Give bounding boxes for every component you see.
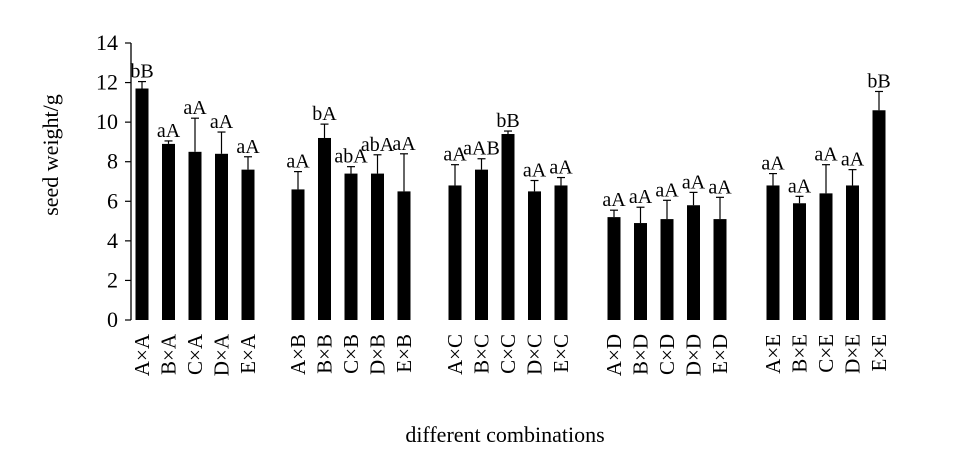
bar [660,219,674,320]
x-tick-label: B×B [313,334,337,374]
x-tick-label: B×C [470,334,494,374]
x-tick-label: C×D [655,334,679,375]
x-tick-label: C×B [339,334,363,374]
significance-label: bB [496,110,519,132]
significance-label: aA [655,179,679,201]
x-tick-label: D×C [523,334,547,375]
y-tick-label: 0 [107,307,118,332]
bar [634,223,647,320]
bar [554,185,568,320]
x-tick-label: D×D [682,334,706,376]
significance-label: aA [841,149,865,171]
x-tick-label: A×E [761,334,785,374]
significance-label: aA [443,144,467,166]
significance-label: bB [130,61,153,83]
x-axis: A×A B×A C×A D×A E×A A×B B×B C×B D×B E×B A×C B×C C×C D… [130,333,891,376]
significance-label: aA [236,136,260,158]
y-tick-label: 12 [96,70,118,95]
x-tick-label: C×A [183,333,207,375]
significance-label: bA [312,103,337,125]
significance-label: aA [682,171,706,193]
x-tick-label: E×E [867,334,891,372]
x-tick-label: D×A [210,333,234,376]
bar [241,169,255,320]
x-tick-label: C×E [814,334,838,373]
bar [291,189,305,320]
bar [793,203,806,320]
significance-label: aA [286,151,310,173]
x-tick-label: E×C [549,334,573,373]
significance-label: aA [392,133,416,155]
significance-label: aA [814,144,838,166]
bar [318,137,331,320]
y-axis-title: seed weight/g [38,94,63,216]
bar [162,143,175,320]
bar [344,173,358,320]
y-axis: 0 2 4 6 8 10 12 14 [96,30,132,332]
significance-label: aA [523,160,547,182]
bar [846,185,859,320]
x-tick-label: E×B [392,334,416,373]
significance-label: aA [788,175,812,197]
y-tick-label: 10 [96,109,118,134]
y-tick-label: 8 [107,149,118,174]
significance-label: abA [334,146,368,168]
bar [475,169,488,320]
bar [607,217,621,320]
significance-label: aA [157,120,181,142]
x-tick-label: D×E [841,334,865,374]
x-tick-label: A×C [443,334,467,375]
significance-label: aA [629,186,653,208]
x-tick-label: B×D [629,334,653,375]
significance-label: aA [761,153,785,175]
bar [766,185,780,320]
significance-label: aA [549,157,573,179]
bar [215,153,228,320]
bar [135,88,149,320]
bar [528,191,541,320]
bar [371,173,384,320]
y-tick-label: 6 [107,188,118,213]
significance-label: aA [183,97,207,119]
bar [872,110,886,321]
x-tick-label: A×A [130,333,154,376]
bar [188,151,202,320]
y-tick-label: 2 [107,267,118,292]
bar [397,191,411,320]
y-tick-label: 14 [96,30,118,55]
x-tick-label: B×E [788,334,812,373]
x-tick-label: D×B [366,334,390,375]
x-axis-title: different combinations [405,422,604,447]
x-tick-label: E×A [236,333,260,374]
x-tick-label: A×D [602,334,626,376]
x-tick-label: C×C [496,334,520,374]
x-tick-label: A×B [286,334,310,375]
significance-label: aAB [463,138,500,160]
bar [687,205,700,320]
bar [501,134,515,320]
bar [448,185,462,320]
bar [819,193,833,320]
y-tick-label: 4 [107,228,118,253]
bar [713,219,727,320]
x-tick-label: B×A [157,333,181,375]
significance-label: aA [708,176,732,198]
x-tick-label: E×D [708,334,732,374]
significance-label: aA [602,189,626,211]
significance-label: abA [361,134,395,156]
significance-label: aA [210,111,234,133]
significance-label: bB [867,70,890,92]
